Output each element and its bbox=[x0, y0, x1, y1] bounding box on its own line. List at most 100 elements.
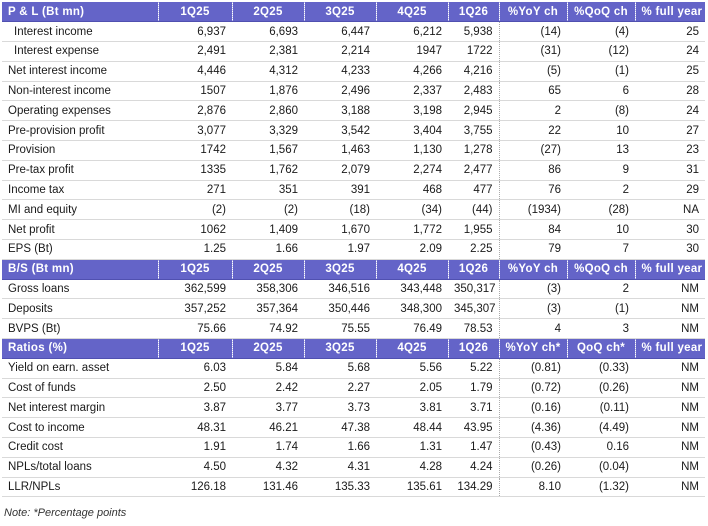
data-row: Provision 1742 1,567 1,463 1,130 1,278 (27) 13 2… bbox=[2, 140, 705, 161]
cell-value: 468 bbox=[376, 180, 448, 201]
cell-value: (44) bbox=[448, 199, 499, 221]
cell-value: NM bbox=[635, 437, 705, 458]
cell-value: 6,693 bbox=[232, 21, 304, 43]
row-label: EPS (Bt) bbox=[2, 239, 158, 260]
cell-value: 6,212 bbox=[376, 21, 448, 43]
cell-value: (4.49) bbox=[567, 417, 635, 439]
cell-value: 2,337 bbox=[376, 81, 448, 102]
data-row: EPS (Bt) 1.25 1.66 1.97 2.09 2.25 79 7 30 bbox=[2, 239, 705, 260]
cell-value: 1.79 bbox=[448, 378, 499, 399]
cell-value: 74.92 bbox=[232, 318, 304, 340]
cell-value: 4,312 bbox=[232, 61, 304, 82]
cell-value: (28) bbox=[567, 199, 635, 221]
footnote: Note: *Percentage points bbox=[4, 507, 127, 519]
cell-value: 86 bbox=[498, 160, 567, 181]
cell-value: 1,876 bbox=[232, 81, 304, 102]
cell-value: (31) bbox=[498, 41, 567, 62]
row-label: Interest income bbox=[2, 21, 158, 43]
cell-value: (12) bbox=[567, 41, 635, 62]
cell-value: 5.68 bbox=[304, 358, 376, 379]
cell-value: 2.09 bbox=[376, 239, 448, 260]
row-label: Net interest margin bbox=[2, 397, 158, 419]
row-label: Cost to income bbox=[2, 417, 158, 439]
row-label: Non-interest income bbox=[2, 81, 158, 102]
cell-value: 2,274 bbox=[376, 160, 448, 181]
data-row: Net profit 1062 1,409 1,670 1,772 1,955 84 10 30 bbox=[2, 219, 705, 241]
financial-table: P & L (Bt mn) 1Q25 2Q25 3Q25 4Q25 1Q26 %YoY ch… bbox=[2, 2, 705, 498]
cell-value: (18) bbox=[304, 199, 376, 221]
data-row: Pre-tax profit 1335 1,762 2,079 2,274 2,477 86… bbox=[2, 160, 705, 181]
data-row: Non-interest income 1507 1,876 2,496 2,337 2,… bbox=[2, 81, 705, 102]
cell-value: 4,446 bbox=[158, 61, 232, 82]
cell-value: 357,252 bbox=[158, 298, 232, 320]
cell-value: NM bbox=[635, 397, 705, 419]
cell-value: 84 bbox=[498, 219, 567, 241]
data-row: Interest expense 2,491 2,381 2,214 1947 1722(… bbox=[2, 41, 705, 62]
cell-value: 2,860 bbox=[232, 100, 304, 122]
cell-value: NM bbox=[635, 298, 705, 320]
cell-value: 2.50 bbox=[158, 378, 232, 399]
cell-value: 135.61 bbox=[376, 477, 448, 498]
cell-value: 3.71 bbox=[448, 397, 499, 419]
column-header: 3Q25 bbox=[303, 338, 376, 359]
cell-value: 10 bbox=[567, 120, 635, 142]
row-label: LLR/NPLs bbox=[2, 477, 158, 498]
row-label: Cost of funds bbox=[2, 378, 158, 399]
cell-value: 4,266 bbox=[376, 61, 448, 82]
cell-value: 135.33 bbox=[304, 477, 376, 498]
cell-value: 343,448 bbox=[376, 279, 448, 300]
cell-value: 13 bbox=[567, 140, 635, 161]
cell-value: 1,278 bbox=[448, 140, 499, 161]
column-header: 4Q25 bbox=[375, 2, 448, 23]
cell-value: (1) bbox=[567, 61, 635, 82]
cell-value: 29 bbox=[635, 180, 705, 201]
cell-value: (1.32) bbox=[567, 477, 635, 498]
cell-value: (0.33) bbox=[567, 358, 635, 379]
column-header: %YoY ch* bbox=[498, 338, 567, 359]
cell-value: 358,306 bbox=[232, 279, 304, 300]
cell-value: 1947 bbox=[376, 41, 448, 62]
cell-value: (3) bbox=[498, 279, 567, 300]
data-row: NPLs/total loans 4.50 4.32 4.31 4.28 4.24 (0.2… bbox=[2, 457, 705, 478]
cell-value: (0.72) bbox=[498, 378, 567, 399]
cell-value: 1,463 bbox=[304, 140, 376, 161]
row-label: Net interest income bbox=[2, 61, 158, 82]
column-header: 3Q25 bbox=[303, 2, 376, 23]
cell-value: (14) bbox=[498, 21, 567, 43]
cell-value: NM bbox=[635, 457, 705, 478]
cell-value: 2,214 bbox=[304, 41, 376, 62]
data-row: Cost to income 48.31 46.21 47.38 48.44 43.95(… bbox=[2, 417, 705, 439]
data-row: Gross loans 362,599 358,306 346,516 343,448 3… bbox=[2, 279, 705, 300]
cell-value: 4.24 bbox=[448, 457, 499, 478]
cell-value: 1.97 bbox=[304, 239, 376, 260]
cell-value: 3.77 bbox=[232, 397, 304, 419]
section-title: P & L (Bt mn) bbox=[2, 2, 158, 23]
cell-value: 1,762 bbox=[232, 160, 304, 181]
cell-value: NM bbox=[635, 378, 705, 399]
cell-value: 31 bbox=[635, 160, 705, 181]
data-row: Yield on earn. asset 6.03 5.84 5.68 5.56 5.22… bbox=[2, 358, 705, 379]
cell-value: NA bbox=[635, 199, 705, 221]
cell-value: 345,307 bbox=[448, 298, 499, 320]
cell-value: 131.46 bbox=[232, 477, 304, 498]
cell-value: 2.42 bbox=[232, 378, 304, 399]
cell-value: 1,670 bbox=[304, 219, 376, 241]
cell-value: 23 bbox=[635, 140, 705, 161]
section-header-row: P & L (Bt mn) 1Q25 2Q25 3Q25 4Q25 1Q26 %YoY ch… bbox=[2, 2, 705, 23]
row-label: MI and equity bbox=[2, 199, 158, 221]
cell-value: 6.03 bbox=[158, 358, 232, 379]
cell-value: 5.56 bbox=[376, 358, 448, 379]
cell-value: 350,446 bbox=[304, 298, 376, 320]
cell-value: 2,483 bbox=[448, 81, 499, 102]
data-row: Net interest income 4,446 4,312 4,233 4,266 4… bbox=[2, 61, 705, 82]
cell-value: (4.36) bbox=[498, 417, 567, 439]
cell-value: 46.21 bbox=[232, 417, 304, 439]
cell-value: 357,364 bbox=[232, 298, 304, 320]
cell-value: 1,955 bbox=[448, 219, 499, 241]
cell-value: 4,216 bbox=[448, 61, 499, 82]
cell-value: 27 bbox=[635, 120, 705, 142]
cell-value: 351 bbox=[232, 180, 304, 201]
column-header: 1Q26 bbox=[447, 259, 499, 280]
cell-value: 1.66 bbox=[304, 437, 376, 458]
cell-value: 1742 bbox=[158, 140, 232, 161]
